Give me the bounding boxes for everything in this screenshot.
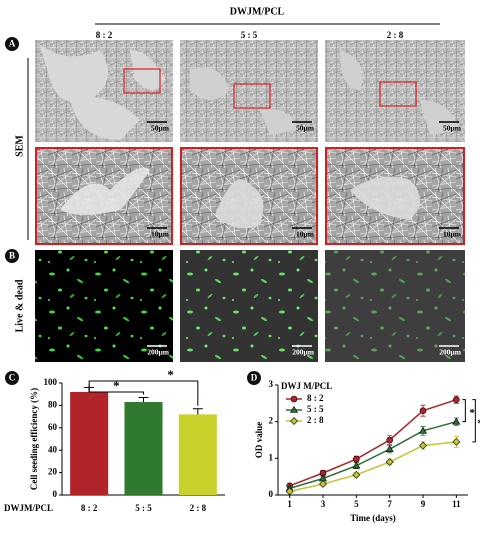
legend-label: 2 : 8 [307, 415, 324, 425]
marker [419, 441, 427, 450]
x-tick-label: 1 [287, 499, 292, 509]
scale-label: 10μm [151, 230, 170, 239]
legend-title: DWJ M/PCL [281, 381, 332, 391]
shade [325, 250, 465, 362]
image-panels [27, 23, 465, 362]
scale-label: 50μm [151, 124, 170, 133]
marker [419, 407, 427, 414]
column-label: 5 : 5 [241, 30, 258, 40]
panel-badge [5, 249, 19, 263]
zoom-box [123, 68, 161, 94]
x-tick-label: 2 : 8 [190, 503, 207, 513]
marker [353, 455, 360, 463]
y-tick-label: 0 [269, 489, 274, 499]
row-label: Live & dead [14, 279, 25, 332]
legend-label: 5 : 5 [307, 404, 324, 414]
y-axis-title: OD value [254, 422, 264, 458]
x-tick-label: 8 : 2 [81, 503, 98, 513]
y-tick-label: 80 [48, 399, 58, 409]
x-tick-label: 3 [321, 499, 326, 509]
live-dead-image [325, 250, 465, 362]
x-tick-label: 9 [421, 499, 426, 509]
scale-label: 200μm [147, 348, 170, 357]
header: DWJM/PCL [230, 6, 285, 17]
marker [418, 426, 428, 434]
sig-label: * [167, 367, 174, 382]
bar [70, 391, 109, 495]
column-label: 2 : 8 [387, 30, 404, 40]
scale-label: 200μm [439, 348, 462, 357]
x-tick-label: 5 [354, 499, 359, 509]
sig-bracket [462, 399, 466, 423]
marker [452, 437, 461, 446]
y-tick-label: 20 [48, 467, 58, 477]
column-label: 8 : 2 [96, 30, 113, 40]
y-axis-title: Cell seeding efficiency (%) [29, 388, 39, 490]
scale-label: 200μm [292, 348, 315, 357]
sig-bracket [472, 399, 476, 443]
sig-label: * [113, 378, 120, 393]
zoom-box [233, 83, 271, 109]
bar [124, 402, 163, 495]
x-axis-title: DWJM/PCL [4, 503, 53, 513]
bar [178, 414, 217, 495]
line [289, 398, 457, 487]
sig-label: * [469, 407, 475, 419]
scale-label: 10μm [443, 230, 462, 239]
row-label: SEM [14, 135, 25, 157]
error-bar [138, 397, 149, 403]
marker [452, 417, 461, 425]
marker [285, 487, 294, 496]
y-tick-label: 3 [269, 379, 274, 389]
marker [319, 480, 327, 488]
y-tick-label: 100 [44, 377, 58, 387]
marker [352, 461, 361, 469]
marker [385, 458, 394, 466]
legend-marker [290, 417, 298, 425]
y-tick-label: 1 [269, 452, 274, 462]
x-tick-label: 7 [387, 499, 392, 509]
marker [386, 436, 393, 444]
zoom-box [379, 81, 417, 107]
x-tick-label: 5 : 5 [135, 503, 152, 513]
legend-marker [289, 405, 299, 413]
scale-label: 50μm [296, 124, 315, 133]
marker [352, 470, 361, 479]
legend-label: 8 : 2 [307, 393, 324, 403]
panel-label: A [9, 39, 16, 49]
x-tick-label: 11 [452, 499, 461, 509]
scale-label: 10μm [296, 230, 315, 239]
panel-label: D [251, 373, 258, 383]
live-dead-image [35, 250, 173, 362]
cell-patch [340, 50, 460, 135]
panel-label: B [9, 251, 15, 261]
cell [60, 167, 150, 215]
sig-bracket [88, 380, 199, 406]
live-dead-image [180, 250, 318, 362]
panel-badge [5, 371, 19, 385]
line [289, 420, 457, 490]
panel-badge [247, 371, 261, 385]
cell [215, 179, 264, 229]
marker [385, 445, 394, 452]
panel-label: C [9, 373, 16, 383]
y-tick-label: 2 [269, 416, 274, 426]
scale-label: 50μm [443, 124, 462, 133]
cell [350, 176, 420, 220]
line [289, 441, 457, 493]
x-axis-title: Time (days) [350, 513, 396, 523]
cell-patch [190, 67, 300, 135]
panel-badge [5, 37, 19, 51]
legend-marker [290, 395, 298, 403]
y-tick-label: 60 [48, 422, 58, 432]
marker [453, 396, 460, 403]
y-tick-label: 40 [48, 444, 58, 454]
sig-label: * [477, 417, 480, 429]
error-bar [192, 408, 203, 415]
y-tick-label: 0 [53, 489, 58, 499]
